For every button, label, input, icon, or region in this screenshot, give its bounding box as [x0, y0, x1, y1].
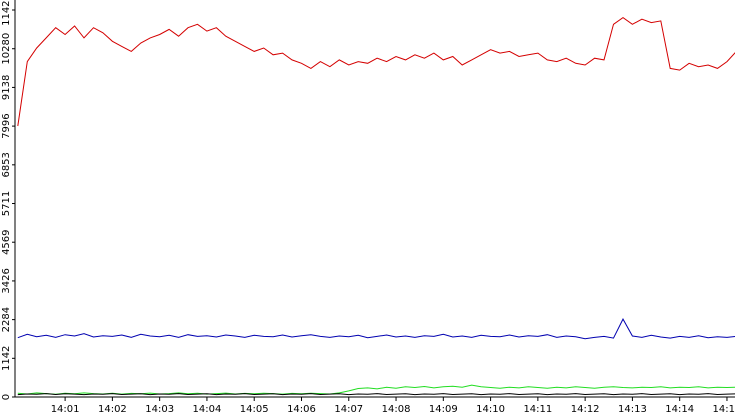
- series-line: [17, 318, 735, 340]
- y-tick-label: 10280: [1, 33, 12, 65]
- x-tick-label: 14:02: [98, 404, 127, 415]
- x-tick-label: 14:03: [145, 404, 174, 415]
- y-tick-label: 7996: [1, 113, 12, 138]
- x-tick-label: 14:10: [476, 404, 505, 415]
- x-tick-label: 14:12: [571, 404, 600, 415]
- series-line: [17, 384, 735, 395]
- x-tick-label: 14:04: [193, 404, 222, 415]
- series-line: [17, 16, 735, 127]
- y-tick-label: 4569: [1, 229, 12, 254]
- x-tick-label: 14:09: [429, 404, 458, 415]
- y-tick-label: 5711: [1, 191, 12, 216]
- x-tick-label: 14:13: [618, 404, 647, 415]
- y-tick-label: 1142: [1, 346, 12, 371]
- x-tick-label: 14:05: [240, 404, 269, 415]
- x-tick-label: 14:15: [713, 404, 735, 415]
- x-tick-label: 14:07: [334, 404, 363, 415]
- x-tick-label: 14:08: [382, 404, 411, 415]
- y-tick-label: 9138: [1, 75, 12, 100]
- x-tick-label: 14:06: [287, 404, 316, 415]
- y-tick-label: 11423: [1, 0, 12, 26]
- y-tick-label: 3426: [1, 268, 12, 293]
- y-tick-label: 6853: [1, 152, 12, 177]
- x-tick-label: 14:14: [665, 404, 694, 415]
- series-line: [17, 393, 735, 396]
- y-tick-label: 0: [1, 394, 12, 400]
- y-tick-label: 2284: [1, 307, 12, 332]
- x-tick-label: 14:01: [51, 404, 80, 415]
- x-tick-label: 14:11: [523, 404, 552, 415]
